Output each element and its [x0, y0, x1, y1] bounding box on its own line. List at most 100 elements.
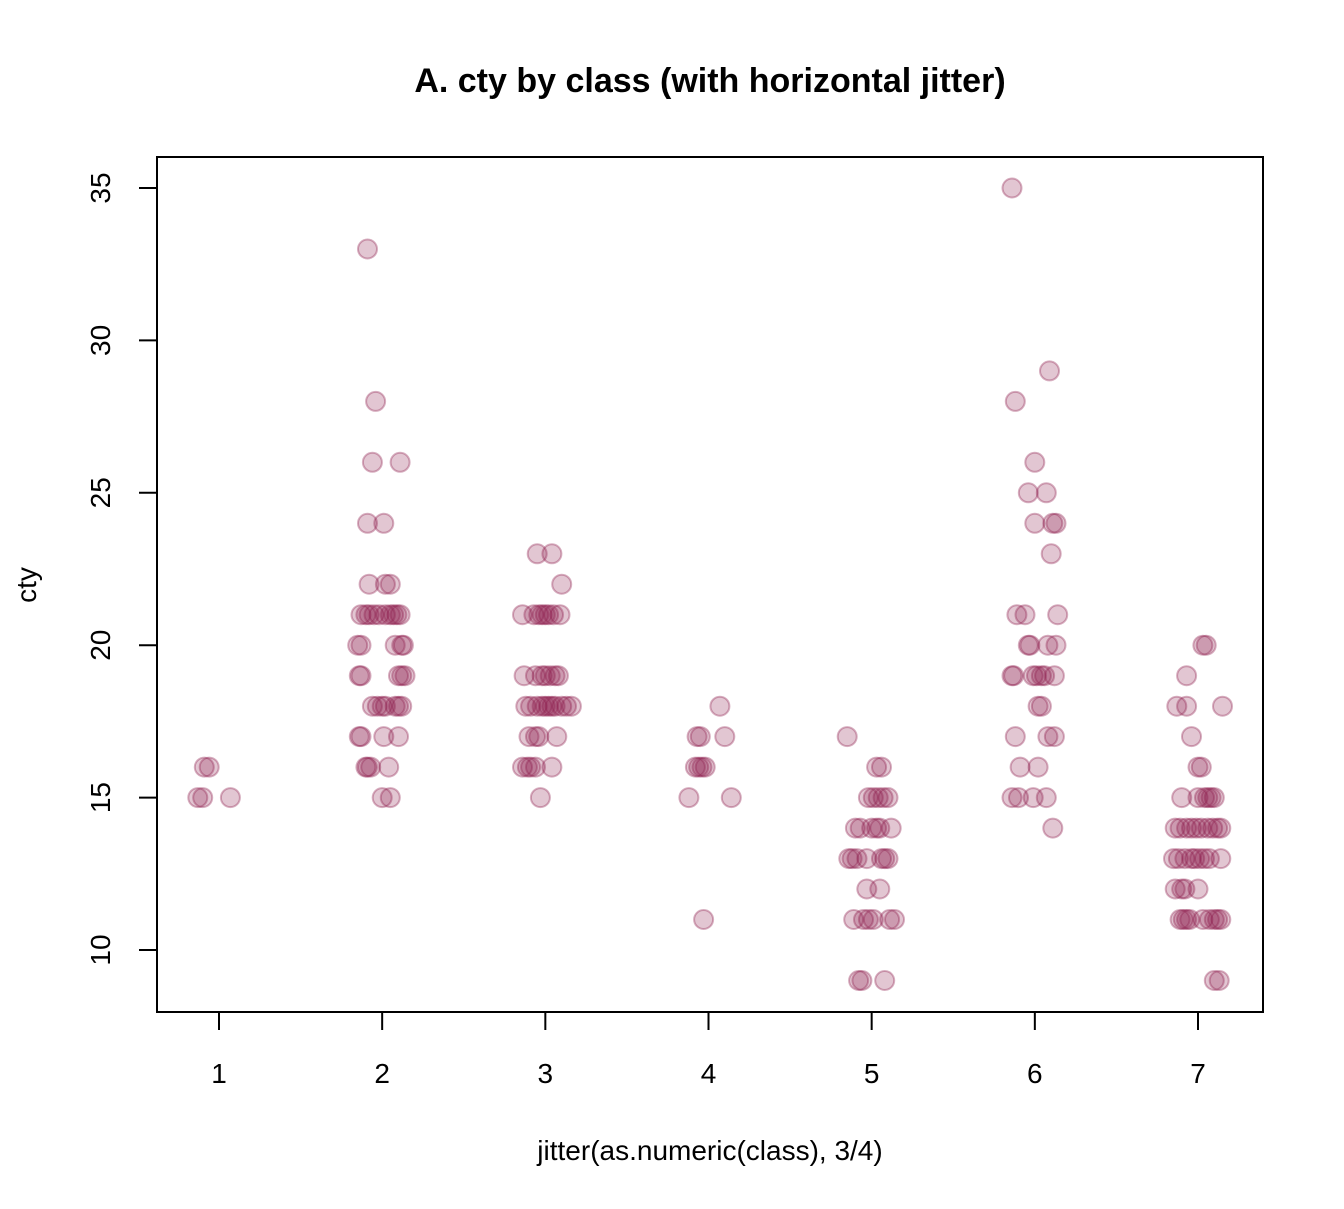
data-point — [389, 451, 411, 473]
data-point — [1163, 848, 1184, 870]
data-point — [1210, 848, 1232, 870]
x-tick-label: 4 — [701, 1058, 717, 1089]
data-point — [525, 756, 546, 778]
data-point — [869, 878, 891, 900]
data-point — [1179, 909, 1201, 930]
data-point — [512, 604, 533, 626]
data-point — [371, 695, 393, 717]
data-point — [1027, 756, 1049, 778]
data-point — [388, 726, 409, 748]
x-tick-label: 7 — [1190, 1058, 1206, 1089]
data-point — [1192, 634, 1214, 656]
data-point — [1024, 512, 1046, 534]
data-point — [192, 787, 214, 809]
data-point — [1208, 970, 1230, 991]
data-point — [877, 848, 899, 870]
data-point — [357, 238, 378, 260]
data-point — [1200, 787, 1222, 809]
data-point — [531, 604, 553, 626]
data-point — [1192, 909, 1214, 930]
data-point — [368, 604, 390, 626]
data-point — [384, 695, 406, 717]
data-point — [374, 573, 396, 595]
data-point — [1171, 878, 1193, 900]
data-point — [373, 512, 395, 534]
data-point — [391, 665, 413, 687]
data-point — [1035, 482, 1057, 504]
data-point — [347, 634, 369, 656]
data-point — [531, 665, 553, 687]
data-point — [546, 726, 568, 748]
data-point — [1001, 665, 1023, 687]
data-point — [538, 604, 560, 626]
data-point — [528, 604, 550, 626]
y-tick-label: 10 — [85, 934, 116, 965]
data-point — [844, 817, 866, 839]
data-point — [1004, 390, 1026, 412]
data-point — [861, 817, 883, 839]
data-point — [515, 695, 537, 717]
data-point — [357, 756, 378, 778]
data-point — [547, 665, 569, 687]
data-point — [539, 665, 561, 687]
data-point — [1034, 665, 1056, 687]
x-tick-label: 1 — [211, 1058, 227, 1089]
data-point — [513, 665, 535, 687]
data-point — [198, 756, 220, 778]
data-point — [392, 634, 414, 656]
data-point — [1171, 787, 1193, 809]
y-axis-label: cty — [11, 567, 42, 603]
data-point — [1190, 817, 1212, 839]
data-point — [1030, 665, 1052, 687]
data-point — [1172, 909, 1194, 930]
data-point — [1181, 817, 1202, 839]
data-point — [391, 634, 413, 656]
data-point — [1176, 695, 1198, 717]
data-point — [371, 787, 393, 809]
data-point — [1212, 695, 1233, 717]
data-point — [846, 848, 868, 870]
data-point — [693, 909, 715, 930]
data-point — [1203, 909, 1225, 930]
data-point — [1210, 817, 1232, 839]
data-point — [841, 848, 863, 870]
data-point — [1017, 482, 1039, 504]
data-point — [714, 726, 736, 748]
data-point — [871, 848, 892, 870]
data-point — [538, 695, 560, 717]
data-point — [526, 543, 548, 565]
data-point — [877, 787, 899, 809]
data-point — [523, 604, 545, 626]
data-point — [880, 817, 902, 839]
data-point — [357, 512, 378, 534]
data-point — [1185, 817, 1207, 839]
data-point — [528, 726, 550, 748]
data-point — [867, 787, 889, 809]
y-axis: 10 15 20 25 30 35 — [85, 172, 158, 966]
data-point — [862, 787, 884, 809]
data-point — [843, 909, 865, 930]
data-point — [361, 695, 383, 717]
data-point — [391, 695, 413, 717]
data-point — [219, 787, 241, 809]
data-point — [193, 756, 215, 778]
data-point — [1027, 695, 1049, 717]
data-point — [1174, 848, 1196, 870]
data-point — [1189, 848, 1211, 870]
data-point — [866, 756, 888, 778]
data-point — [1207, 909, 1229, 930]
x-axis-label: jitter(as.numeric(class), 3/4) — [536, 1135, 882, 1166]
data-point — [541, 695, 563, 717]
data-point — [556, 695, 577, 717]
data-point — [1167, 848, 1189, 870]
data-point — [689, 726, 711, 748]
data-point — [520, 695, 542, 717]
data-point — [551, 695, 573, 717]
data-point — [534, 695, 556, 717]
data-point — [1043, 665, 1065, 687]
data-point — [1198, 909, 1220, 930]
data-point — [836, 726, 858, 748]
data-point — [686, 726, 708, 748]
x-tick-label: 2 — [374, 1058, 390, 1089]
data-point — [1045, 512, 1067, 534]
